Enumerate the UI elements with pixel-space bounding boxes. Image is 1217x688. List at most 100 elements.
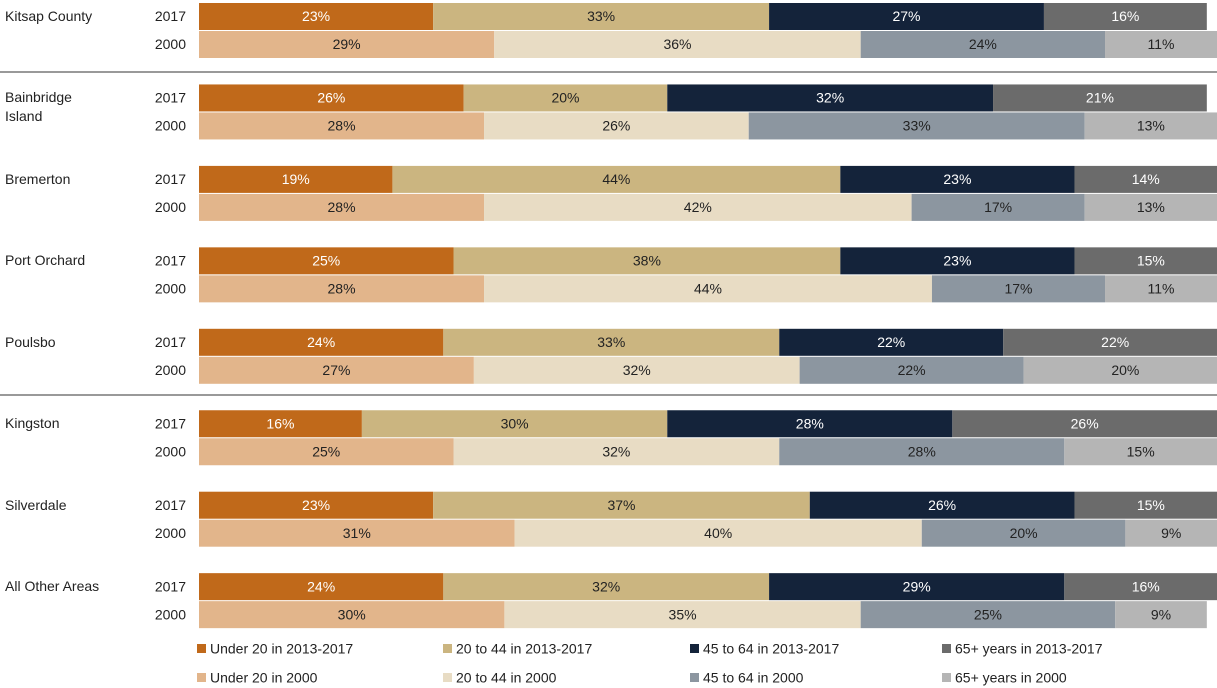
value-label: 23% xyxy=(302,497,330,513)
value-label: 23% xyxy=(302,8,330,24)
bar-segment xyxy=(514,519,922,547)
value-label: 28% xyxy=(328,199,356,215)
bar-segment xyxy=(433,491,810,519)
value-label: 15% xyxy=(1127,443,1155,459)
value-label: 17% xyxy=(984,199,1012,215)
value-label: 14% xyxy=(1132,171,1160,187)
legend-label: 20 to 44 in 2000 xyxy=(456,670,557,686)
legend-label: 45 to 64 in 2000 xyxy=(703,670,804,686)
value-label: 23% xyxy=(943,253,971,269)
bar-segment xyxy=(1084,193,1217,221)
value-label: 36% xyxy=(663,36,691,52)
value-label: 29% xyxy=(333,36,361,52)
bar-segment xyxy=(748,112,1085,140)
value-label: 42% xyxy=(684,199,712,215)
bar-segment xyxy=(779,438,1065,466)
legend-swatch xyxy=(690,644,699,653)
bar-segment xyxy=(199,573,444,601)
value-label: 22% xyxy=(898,362,926,378)
value-label: 20% xyxy=(1111,362,1139,378)
value-label: 44% xyxy=(602,171,630,187)
legend-swatch xyxy=(197,644,206,653)
value-label: 22% xyxy=(877,334,905,350)
category-label: Bainbridge Island xyxy=(5,89,72,125)
bar-segment xyxy=(443,328,780,356)
value-label: 27% xyxy=(322,362,350,378)
value-label: 37% xyxy=(607,497,635,513)
value-label: 17% xyxy=(1004,281,1032,297)
bar-segment xyxy=(392,165,841,193)
bar-segment xyxy=(1105,275,1217,303)
bar-segment xyxy=(769,3,1044,30)
value-label: 13% xyxy=(1137,118,1165,134)
category-label: Poulsbo xyxy=(5,333,56,350)
bar-segment xyxy=(463,84,668,112)
bar-segment xyxy=(199,438,454,466)
value-label: 26% xyxy=(602,118,630,134)
legend-swatch xyxy=(942,673,951,682)
value-label: 26% xyxy=(317,90,345,106)
value-label: 15% xyxy=(1137,497,1165,513)
legend-swatch xyxy=(942,644,951,653)
bar-segment xyxy=(443,573,770,601)
bar-segment xyxy=(1064,438,1217,466)
value-label: 27% xyxy=(892,8,920,24)
bar-segment xyxy=(199,328,444,356)
bar-segment xyxy=(667,410,953,438)
bar-segment xyxy=(453,438,780,466)
value-label: 32% xyxy=(816,90,844,106)
value-label: 22% xyxy=(1101,334,1129,350)
bar-segment xyxy=(199,247,454,275)
bar-segment xyxy=(921,519,1126,547)
bar-segment xyxy=(952,410,1217,438)
value-label: 16% xyxy=(1111,8,1139,24)
legend-label: 65+ years in 2013-2017 xyxy=(955,641,1103,657)
value-label: 33% xyxy=(587,8,615,24)
bar-segment xyxy=(199,491,434,519)
category-label: Silverdale xyxy=(5,496,67,513)
value-label: 11% xyxy=(1148,36,1175,52)
bar-segment xyxy=(199,165,393,193)
value-label: 44% xyxy=(694,281,722,297)
value-label: 24% xyxy=(307,334,335,350)
bar-segment xyxy=(484,193,912,221)
legend-label: Under 20 in 2000 xyxy=(210,670,318,686)
value-label: 23% xyxy=(943,171,971,187)
bar-year-label: 2017 xyxy=(155,497,186,513)
bar-year-label: 2000 xyxy=(155,606,186,622)
value-label: 32% xyxy=(623,362,651,378)
value-label: 24% xyxy=(969,36,997,52)
bar-segment xyxy=(1074,165,1217,193)
bar-year-label: 2017 xyxy=(155,415,186,431)
bar-year-label: 2017 xyxy=(155,334,186,350)
bar-segment xyxy=(993,84,1207,112)
value-label: 31% xyxy=(343,525,371,541)
bar-segment xyxy=(840,165,1075,193)
bar-segment xyxy=(199,112,485,140)
value-label: 35% xyxy=(669,606,697,622)
bar-segment xyxy=(1105,31,1217,58)
value-label: 13% xyxy=(1137,199,1165,215)
bar-segment xyxy=(199,356,474,384)
category-label: Kingston xyxy=(5,415,60,432)
value-label: 25% xyxy=(312,253,340,269)
bar-year-label: 2017 xyxy=(155,253,186,269)
bar-year-label: 2000 xyxy=(155,362,186,378)
bar-segment xyxy=(199,193,485,221)
value-label: 11% xyxy=(1148,281,1175,297)
bar-segment xyxy=(504,601,861,629)
bar-segment xyxy=(484,275,932,303)
value-label: 30% xyxy=(338,606,366,622)
value-label: 24% xyxy=(307,578,335,594)
bar-segment xyxy=(1125,519,1217,547)
bar-segment xyxy=(931,275,1106,303)
bar-segment xyxy=(199,3,434,30)
value-label: 21% xyxy=(1086,90,1114,106)
bar-segment xyxy=(779,328,1004,356)
value-label: 25% xyxy=(974,606,1002,622)
bar-segment xyxy=(840,247,1075,275)
value-label: 28% xyxy=(328,281,356,297)
bar-year-label: 2000 xyxy=(155,199,186,215)
